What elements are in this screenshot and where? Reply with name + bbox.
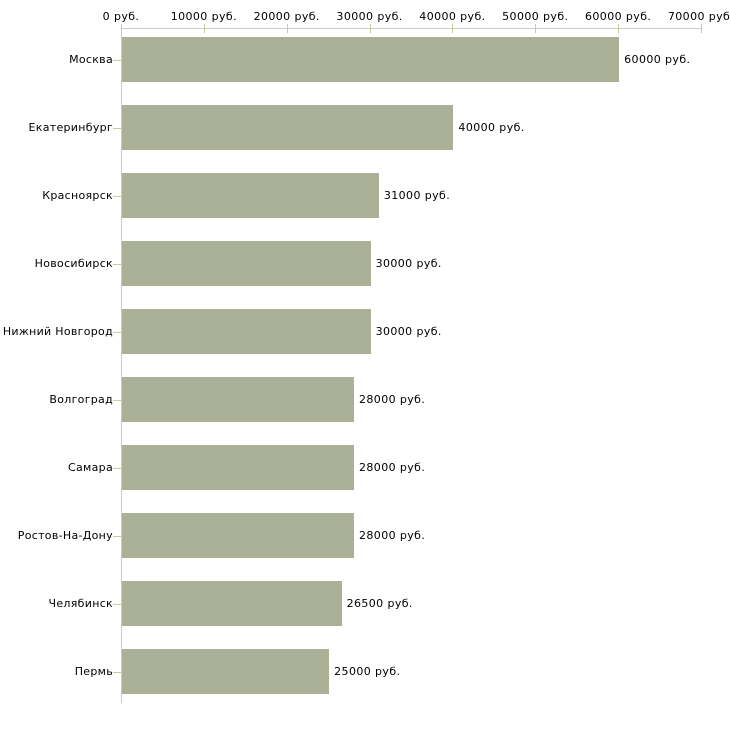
y-axis-tick: [113, 195, 121, 197]
bar: [122, 513, 354, 558]
category-label: Челябинск: [48, 597, 113, 610]
x-axis-tick: [701, 24, 702, 33]
x-axis-tick-label: 50000 руб.: [502, 10, 569, 23]
category-label: Нижний Новгород: [2, 325, 113, 338]
y-axis-tick: [113, 467, 121, 469]
value-label: 40000 руб.: [458, 121, 525, 134]
bar: [122, 377, 354, 422]
x-axis-tick: [618, 24, 620, 33]
bar: [122, 173, 379, 218]
x-axis-tick-label: 0 руб.: [102, 10, 140, 23]
x-axis-tick-label: 20000 руб.: [253, 10, 320, 23]
bar: [122, 649, 330, 694]
value-label: 30000 руб.: [375, 325, 442, 338]
x-axis-tick: [203, 24, 205, 33]
value-label: 28000 руб.: [359, 461, 426, 474]
x-axis-tick: [121, 24, 122, 33]
y-axis-tick: [113, 127, 121, 129]
value-label: 28000 руб.: [359, 393, 426, 406]
bar: [122, 37, 620, 82]
category-label: Самара: [68, 461, 113, 474]
value-label: 28000 руб.: [359, 529, 426, 542]
value-label: 25000 руб.: [334, 665, 401, 678]
x-axis-tick-label: 40000 руб.: [419, 10, 486, 23]
bar: [122, 241, 371, 286]
bar: [122, 581, 342, 626]
y-axis-tick: [113, 331, 121, 333]
y-axis-tick: [113, 59, 121, 61]
value-label: 60000 руб.: [624, 53, 691, 66]
y-axis-line: [121, 28, 122, 703]
x-axis-tick: [535, 24, 537, 33]
category-label: Пермь: [74, 665, 113, 678]
x-axis-tick: [369, 24, 371, 33]
x-axis-tick-label: 30000 руб.: [336, 10, 403, 23]
x-axis-tick-label: 10000 руб.: [170, 10, 237, 23]
category-label: Красноярск: [42, 189, 113, 202]
bar: [122, 445, 354, 490]
bar: [122, 105, 454, 150]
category-label: Ростов-На-Дону: [17, 529, 113, 542]
y-axis-tick: [113, 535, 121, 537]
value-label: 31000 руб.: [383, 189, 451, 202]
y-axis-tick: [113, 263, 121, 265]
y-axis-tick: [113, 603, 121, 605]
y-axis-tick: [113, 671, 121, 673]
bar: [122, 309, 371, 354]
x-axis-tick-label: 60000 руб.: [585, 10, 652, 23]
category-label: Новосибирск: [34, 257, 113, 270]
x-axis-line: [121, 28, 701, 29]
category-label: Волгоград: [49, 393, 113, 406]
x-axis-tick-label: 70000 руб.: [667, 10, 730, 23]
x-axis-tick: [452, 24, 454, 33]
category-label: Екатеринбург: [28, 121, 113, 134]
value-label: 30000 руб.: [375, 257, 442, 270]
x-axis-tick: [286, 24, 288, 33]
category-label: Москва: [69, 53, 113, 66]
y-axis-tick: [113, 399, 121, 401]
value-label: 26500 руб.: [346, 597, 413, 610]
